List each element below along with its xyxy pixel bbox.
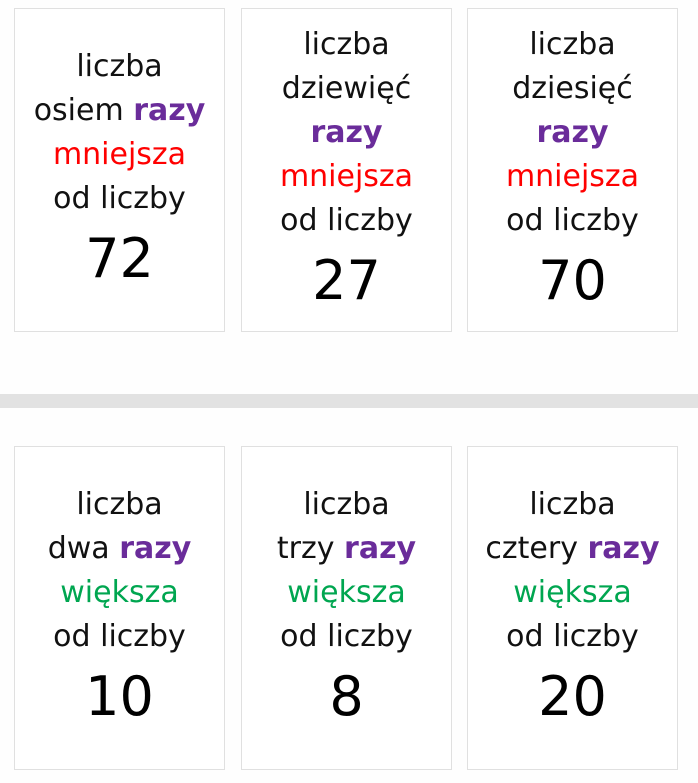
card-top-1[interactable]: liczba osiem razy mniejsza od liczby 72	[14, 8, 225, 332]
multiplier-word: trzy	[276, 531, 335, 566]
razy-word: razy	[587, 531, 660, 566]
card-multiplier-line: dwa razy	[48, 527, 192, 571]
section-divider	[0, 394, 698, 408]
card-line: od liczby	[53, 181, 186, 216]
card-line: liczba	[303, 27, 390, 62]
card-multiplier-line: trzy razy	[277, 527, 416, 571]
card-multiplier-line: cztery razy	[485, 527, 659, 571]
card-line: liczba	[76, 487, 163, 522]
multiplier-word: dziesięć	[512, 71, 633, 106]
relation-word: mniejsza	[52, 137, 187, 172]
multiplier-word: cztery	[485, 531, 578, 566]
relation-word: większa	[60, 575, 179, 610]
card-line: liczba	[529, 487, 616, 522]
card-line: liczba	[76, 49, 163, 84]
multiplier-word: dwa	[47, 531, 110, 566]
relation-word: większa	[513, 575, 632, 610]
card-bottom-3[interactable]: liczba cztery razy większa od liczby 20	[467, 446, 678, 770]
card-line: od liczby	[53, 619, 186, 654]
card-number: 10	[85, 665, 154, 728]
card-multiplier-line: osiem razy	[34, 89, 206, 133]
relation-word: mniejsza	[279, 159, 414, 194]
card-line: od liczby	[280, 619, 413, 654]
card-number: 70	[538, 249, 607, 312]
card-bottom-2[interactable]: liczba trzy razy większa od liczby 8	[241, 446, 452, 770]
razy-word: razy	[133, 93, 206, 128]
relation-word: większa	[287, 575, 406, 610]
razy-word: razy	[536, 115, 609, 150]
card-line: liczba	[529, 27, 616, 62]
relation-word: mniejsza	[505, 159, 640, 194]
multiplier-word: osiem	[33, 93, 124, 128]
card-line: liczba	[303, 487, 390, 522]
card-number: 8	[329, 665, 364, 728]
card-number: 20	[538, 665, 607, 728]
card-line: od liczby	[280, 203, 413, 238]
card-top-2[interactable]: liczba dziewięć razy mniejsza od liczby …	[241, 8, 452, 332]
card-number: 72	[85, 227, 154, 290]
multiplier-word: dziewięć	[281, 71, 412, 106]
razy-word: razy	[119, 531, 192, 566]
card-line: od liczby	[506, 203, 639, 238]
razy-word: razy	[310, 115, 383, 150]
card-number: 27	[312, 249, 381, 312]
razy-word: razy	[344, 531, 417, 566]
card-line: od liczby	[506, 619, 639, 654]
card-top-3[interactable]: liczba dziesięć razy mniejsza od liczby …	[467, 8, 678, 332]
card-bottom-1[interactable]: liczba dwa razy większa od liczby 10	[14, 446, 225, 770]
